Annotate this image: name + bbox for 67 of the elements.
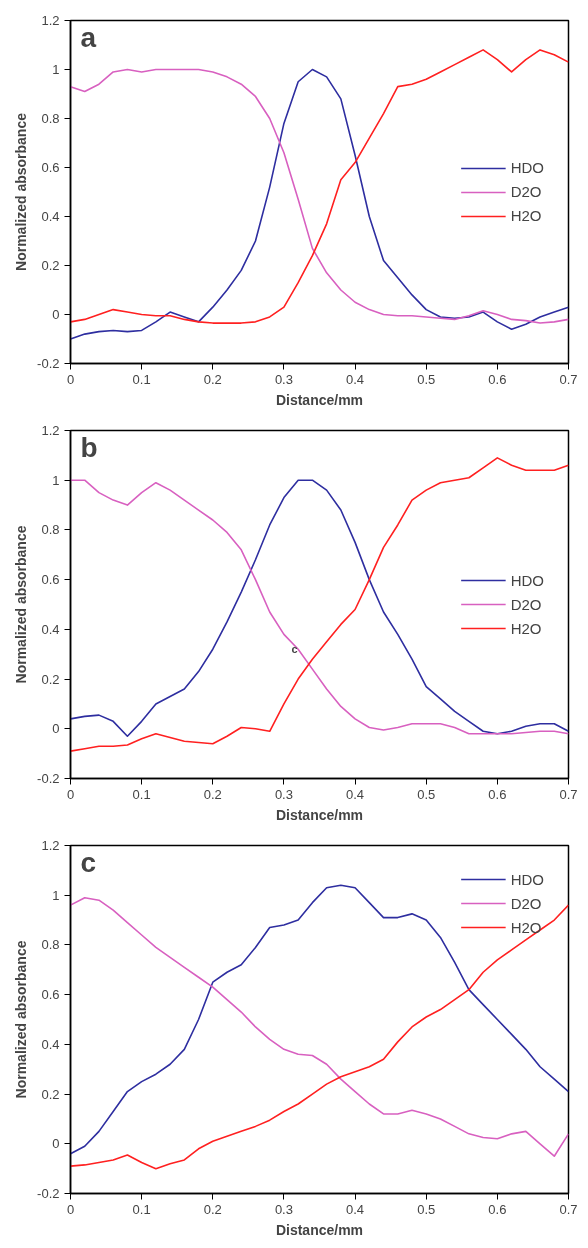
x-tick-label: 0.1 — [132, 1201, 151, 1217]
x-tick-label: 0.7 — [559, 371, 578, 387]
x-axis-title: Distance/mm — [275, 391, 364, 408]
legend-label: D2O — [510, 183, 542, 200]
x-tick-label: 0.1 — [132, 786, 151, 802]
legend-label: HDO — [510, 159, 544, 176]
y-tick-label: 0.4 — [41, 1036, 60, 1052]
y-tick-label: -0.2 — [37, 1186, 60, 1201]
y-tick-label: -0.2 — [37, 771, 60, 786]
x-tick-label: 0 — [66, 1201, 75, 1217]
y-tick-label: 0.8 — [41, 111, 60, 126]
y-tick-label: 0.6 — [41, 572, 60, 588]
annotation: c — [291, 643, 298, 656]
y-tick-label: 0.8 — [41, 937, 60, 953]
x-tick-label: 0.5 — [417, 371, 436, 387]
y-tick-label: 0 — [52, 307, 60, 322]
y-tick-label: 0.2 — [41, 671, 60, 687]
y-axis-title: Normalized absorbance — [13, 112, 30, 271]
y-tick-label: 1 — [52, 472, 60, 488]
x-tick-label: 0.2 — [203, 786, 222, 802]
x-tick-label: 0.2 — [203, 371, 222, 387]
annotation: c — [80, 846, 97, 878]
x-tick-label: 0.7 — [559, 786, 578, 802]
x-tick-label: 0.4 — [346, 786, 365, 802]
y-tick-label: 0 — [52, 721, 60, 737]
annotation: a — [80, 21, 97, 53]
x-tick-label: 0.3 — [274, 786, 293, 802]
x-axis-title: Distance/mm — [275, 806, 364, 823]
x-tick-label: 0.7 — [559, 1201, 578, 1217]
y-tick-label: 0.2 — [41, 258, 60, 273]
y-tick-label: 0.2 — [41, 1086, 60, 1102]
y-tick-label: 0.6 — [41, 160, 60, 175]
legend-label: H2O — [510, 619, 542, 637]
x-tick-label: 0.3 — [274, 371, 293, 387]
legend-label: H2O — [510, 918, 542, 936]
x-tick-label: 0.5 — [417, 1201, 436, 1217]
annotation: b — [80, 431, 98, 463]
y-tick-label: -0.2 — [37, 356, 60, 371]
x-tick-label: 0 — [66, 786, 75, 802]
x-tick-label: 0.6 — [488, 786, 507, 802]
y-tick-label: 0 — [52, 1136, 60, 1152]
legend-label: HDO — [510, 870, 544, 888]
x-tick-label: 0.2 — [203, 1201, 222, 1217]
legend-label: HDO — [510, 571, 544, 589]
y-axis-title: Normalized absorbance — [13, 940, 30, 1099]
legend-label: D2O — [510, 595, 542, 613]
y-tick-label: 1 — [52, 887, 60, 903]
y-axis-title: Normalized absorbance — [13, 525, 30, 684]
x-tick-label: 0.4 — [346, 371, 365, 387]
y-tick-label: 1.2 — [41, 838, 60, 853]
legend-label: H2O — [510, 207, 542, 224]
x-tick-label: 0.3 — [274, 1201, 293, 1217]
y-tick-label: 1.2 — [41, 423, 60, 438]
x-tick-label: 0.4 — [346, 1201, 365, 1217]
y-tick-label: 0.4 — [41, 621, 60, 637]
x-tick-label: 0.6 — [488, 371, 507, 387]
x-axis-title: Distance/mm — [275, 1221, 364, 1238]
y-tick-label: 0.6 — [41, 987, 60, 1003]
legend-label: D2O — [510, 894, 542, 912]
x-tick-label: 0.5 — [417, 786, 436, 802]
x-tick-label: 0.6 — [488, 1201, 507, 1217]
y-tick-label: 0.8 — [41, 522, 60, 538]
y-tick-label: 0.4 — [41, 209, 60, 224]
y-tick-label: 1 — [52, 62, 60, 77]
x-tick-label: 0 — [66, 371, 75, 387]
x-tick-label: 0.1 — [132, 371, 151, 387]
y-tick-label: 1.2 — [41, 13, 60, 28]
